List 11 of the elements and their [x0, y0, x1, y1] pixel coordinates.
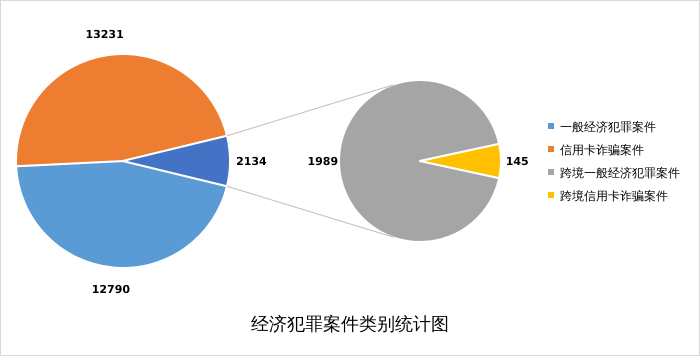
legend-label: 一般经济犯罪案件: [560, 120, 656, 134]
data-label: 145: [506, 155, 529, 168]
data-label: 1989: [307, 155, 338, 168]
data-label: 13231: [85, 28, 124, 41]
legend-label: 跨境信用卡诈骗案件: [560, 189, 668, 203]
text: 经济犯罪案件类别统计图: [251, 314, 449, 335]
data-label: 12790: [92, 282, 130, 296]
legend-label: 信用卡诈骗案件: [560, 143, 644, 157]
data-label: 2134: [236, 155, 268, 168]
pie-slice: [338, 79, 500, 243]
legend-label: 跨境一般经济犯罪案件: [560, 166, 680, 180]
